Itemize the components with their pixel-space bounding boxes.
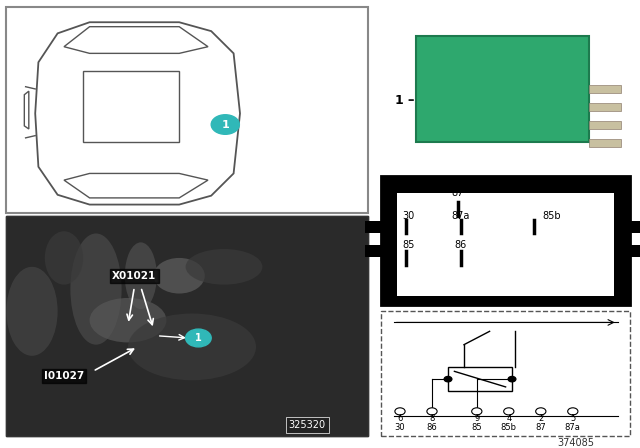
Bar — [6, 215, 368, 436]
Text: 30: 30 — [402, 211, 414, 221]
Bar — [6, 215, 368, 436]
Text: 1: 1 — [221, 120, 229, 129]
Text: 87: 87 — [451, 189, 464, 198]
Ellipse shape — [70, 233, 122, 345]
Text: 30: 30 — [395, 423, 405, 432]
Bar — [448, 367, 512, 392]
Circle shape — [504, 408, 514, 415]
Bar — [397, 194, 614, 296]
Text: 4: 4 — [506, 414, 511, 423]
Bar — [589, 121, 621, 129]
Bar — [589, 86, 621, 93]
Text: 85: 85 — [472, 423, 482, 432]
Circle shape — [427, 408, 437, 415]
Text: 85b: 85b — [501, 423, 517, 432]
Text: 86: 86 — [454, 240, 467, 250]
Bar — [381, 311, 630, 436]
Bar — [6, 7, 368, 213]
Circle shape — [211, 115, 239, 134]
Text: 1: 1 — [394, 94, 403, 107]
Bar — [365, 221, 383, 233]
Circle shape — [444, 376, 452, 382]
Ellipse shape — [6, 267, 58, 356]
Ellipse shape — [186, 249, 262, 284]
Bar — [381, 176, 630, 305]
Ellipse shape — [128, 314, 256, 380]
Circle shape — [508, 376, 516, 382]
Bar — [365, 246, 383, 257]
Text: 6: 6 — [397, 414, 403, 423]
Ellipse shape — [125, 242, 157, 309]
Bar — [589, 103, 621, 111]
Text: 325320: 325320 — [289, 420, 326, 430]
Text: 85b: 85b — [543, 211, 561, 221]
Circle shape — [472, 408, 482, 415]
Text: 87a: 87a — [565, 423, 580, 432]
Text: X01021: X01021 — [112, 271, 157, 281]
Bar — [628, 246, 640, 257]
Text: I01027: I01027 — [44, 371, 84, 381]
Circle shape — [536, 408, 546, 415]
Bar — [628, 221, 640, 233]
Ellipse shape — [90, 298, 166, 342]
Circle shape — [568, 408, 578, 415]
Text: 86: 86 — [427, 423, 437, 432]
Circle shape — [395, 408, 405, 415]
Text: 1: 1 — [195, 333, 202, 343]
Circle shape — [186, 329, 211, 347]
Text: 87a: 87a — [452, 211, 470, 221]
Ellipse shape — [45, 231, 83, 284]
Bar — [416, 35, 589, 142]
Text: 8: 8 — [429, 414, 435, 423]
Bar — [589, 139, 621, 147]
Text: 2: 2 — [538, 414, 543, 423]
Text: 5: 5 — [570, 414, 575, 423]
Text: 9: 9 — [474, 414, 479, 423]
Text: 85: 85 — [402, 240, 414, 250]
Ellipse shape — [154, 258, 205, 293]
Text: 374085: 374085 — [557, 438, 595, 448]
Text: 87: 87 — [536, 423, 546, 432]
